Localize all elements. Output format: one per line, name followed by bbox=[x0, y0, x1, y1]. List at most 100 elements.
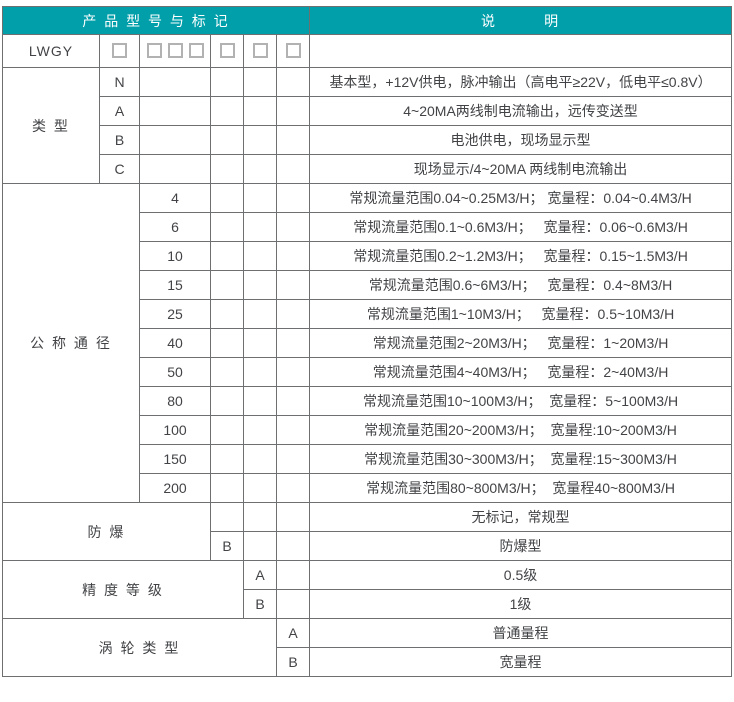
diameter-value-cell: 100 bbox=[139, 415, 211, 445]
diameter-value-cell: 15 bbox=[139, 270, 211, 300]
empty-cell bbox=[139, 96, 211, 126]
empty-cell bbox=[275, 241, 311, 271]
empty-cell bbox=[210, 415, 244, 445]
checkbox-icon bbox=[285, 43, 301, 58]
empty-cell bbox=[275, 415, 311, 445]
empty-cell bbox=[243, 415, 277, 445]
empty-cell bbox=[275, 560, 311, 590]
accuracy-label-cell: 精 度 等 级 bbox=[2, 560, 244, 619]
type-label-cell: 类 型 bbox=[2, 67, 100, 184]
empty-cell bbox=[243, 531, 277, 561]
empty-cell bbox=[243, 299, 277, 329]
table-row: 25 常规流量范围1~10M3/H； 宽量程：0.5~10M3/H bbox=[3, 299, 733, 329]
model-box-cell-1 bbox=[99, 34, 140, 68]
empty-cell bbox=[210, 212, 244, 242]
empty-cell bbox=[210, 357, 244, 387]
empty-cell bbox=[275, 270, 311, 300]
checkbox-icon bbox=[112, 43, 127, 58]
diameter-value-cell: 10 bbox=[139, 241, 211, 271]
turbine-code-cell: A bbox=[275, 618, 311, 648]
diameter-value-cell: 6 bbox=[139, 212, 211, 242]
diameter-value-cell: 50 bbox=[139, 357, 211, 387]
model-box-cell-3 bbox=[210, 34, 244, 68]
type-code-cell: B bbox=[99, 125, 140, 155]
diameter-desc-cell: 常规流量范围20~200M3/H； 宽量程:10~200M3/H bbox=[309, 415, 733, 445]
empty-cell bbox=[275, 589, 311, 619]
type-desc-cell: 4~20MA两线制电流输出，远传变送型 bbox=[309, 96, 733, 126]
accuracy-code-cell: A bbox=[243, 560, 277, 590]
diameter-desc-cell: 常规流量范围0.2~1.2M3/H； 宽量程：0.15~1.5M3/H bbox=[309, 241, 733, 271]
empty-cell bbox=[275, 357, 311, 387]
empty-cell bbox=[243, 154, 277, 184]
empty-cell bbox=[139, 67, 211, 97]
empty-cell bbox=[275, 531, 311, 561]
empty-cell bbox=[210, 444, 244, 474]
accuracy-desc-cell: 1级 bbox=[309, 589, 733, 619]
type-code-cell: N bbox=[99, 67, 140, 97]
empty-cell bbox=[243, 473, 277, 503]
empty-cell bbox=[243, 125, 277, 155]
checkbox-icon bbox=[188, 43, 204, 58]
empty-cell bbox=[139, 154, 211, 184]
header-product-model: 产 品 型 号 与 标 记 bbox=[1, 6, 311, 35]
empty-cell bbox=[275, 154, 311, 184]
turbine-desc-cell: 宽量程 bbox=[309, 647, 733, 677]
type-desc-cell: 基本型，+12V供电，脉冲输出（高电平≥22V，低电平≤0.8V） bbox=[309, 67, 733, 97]
empty-cell bbox=[243, 96, 277, 126]
table-row: 涡 轮 类 型 A 普通量程 bbox=[2, 618, 733, 677]
checkbox-icon bbox=[252, 43, 268, 58]
table-row: 200 常规流量范围80~800M3/H； 宽量程40~800M3/H bbox=[3, 473, 733, 503]
model-box-cell-4 bbox=[243, 34, 277, 68]
empty-cell bbox=[275, 328, 311, 358]
empty-cell bbox=[139, 125, 211, 155]
empty-cell bbox=[210, 299, 244, 329]
model-box-cell-2 bbox=[139, 34, 211, 68]
diameter-value-cell: 200 bbox=[139, 473, 211, 503]
diameter-desc-cell: 常规流量范围0.6~6M3/H； 宽量程：0.4~8M3/H bbox=[309, 270, 733, 300]
empty-cell bbox=[243, 183, 277, 213]
turbine-desc-cell: 普通量程 bbox=[309, 618, 733, 648]
empty-cell bbox=[210, 125, 244, 155]
empty-cell bbox=[210, 270, 244, 300]
type-desc-cell: 电池供电，现场显示型 bbox=[309, 125, 733, 155]
diameter-desc-cell: 常规流量范围2~20M3/H； 宽量程：1~20M3/H bbox=[309, 328, 733, 358]
empty-cell bbox=[243, 386, 277, 416]
table-row: 150 常规流量范围30~300M3/H； 宽量程:15~300M3/H bbox=[3, 444, 733, 474]
table-row: 10 常规流量范围0.2~1.2M3/H； 宽量程：0.15~1.5M3/H bbox=[3, 241, 733, 271]
empty-cell bbox=[275, 299, 311, 329]
empty-cell bbox=[243, 270, 277, 300]
empty-cell bbox=[243, 212, 277, 242]
diameter-value-cell: 150 bbox=[139, 444, 211, 474]
accuracy-desc-cell: 0.5级 bbox=[309, 560, 733, 590]
header-description: 说 明 bbox=[309, 6, 733, 35]
table-row: 50 常规流量范围4~40M3/H； 宽量程：2~40M3/H bbox=[3, 357, 733, 387]
table-row: 40 常规流量范围2~20M3/H； 宽量程：1~20M3/H bbox=[3, 328, 733, 358]
diameter-desc-cell: 常规流量范围0.1~0.6M3/H； 宽量程：0.06~0.6M3/H bbox=[309, 212, 733, 242]
explosion-code-cell bbox=[210, 502, 244, 532]
table-row: 防 爆 无标记，常规型 bbox=[2, 502, 733, 561]
empty-cell bbox=[210, 328, 244, 358]
empty-cell bbox=[210, 241, 244, 271]
spec-table: 产 品 型 号 与 标 记 说 明 LWGY 类 型 N 基本型，+12V供电，… bbox=[1, 6, 733, 677]
table-row: 15 常规流量范围0.6~6M3/H； 宽量程：0.4~8M3/H bbox=[3, 270, 733, 300]
diameter-label-cell: 公 称 通 径 bbox=[2, 183, 140, 503]
table-row: 6 常规流量范围0.1~0.6M3/H； 宽量程：0.06~0.6M3/H bbox=[3, 212, 733, 242]
empty-cell bbox=[210, 154, 244, 184]
explosion-code-cell: B bbox=[210, 531, 244, 561]
diameter-value-cell: 40 bbox=[139, 328, 211, 358]
empty-cell bbox=[275, 125, 311, 155]
diameter-value-cell: 80 bbox=[139, 386, 211, 416]
empty-cell bbox=[243, 357, 277, 387]
empty-cell bbox=[275, 183, 311, 213]
diameter-value-cell: 4 bbox=[139, 183, 211, 213]
table-row: B 防爆型 bbox=[3, 531, 733, 561]
table-row: 类 型 N 基本型，+12V供电，脉冲输出（高电平≥22V，低电平≤0.8V） bbox=[2, 67, 733, 184]
empty-cell bbox=[243, 241, 277, 271]
accuracy-code-cell: B bbox=[243, 589, 277, 619]
table-row: A 4~20MA两线制电流输出，远传变送型 bbox=[3, 96, 733, 126]
empty-cell bbox=[210, 96, 244, 126]
empty-cell bbox=[275, 444, 311, 474]
empty-cell bbox=[275, 96, 311, 126]
table-row: 产 品 型 号 与 标 记 说 明 bbox=[1, 6, 733, 35]
table-row: B 1级 bbox=[3, 589, 733, 619]
